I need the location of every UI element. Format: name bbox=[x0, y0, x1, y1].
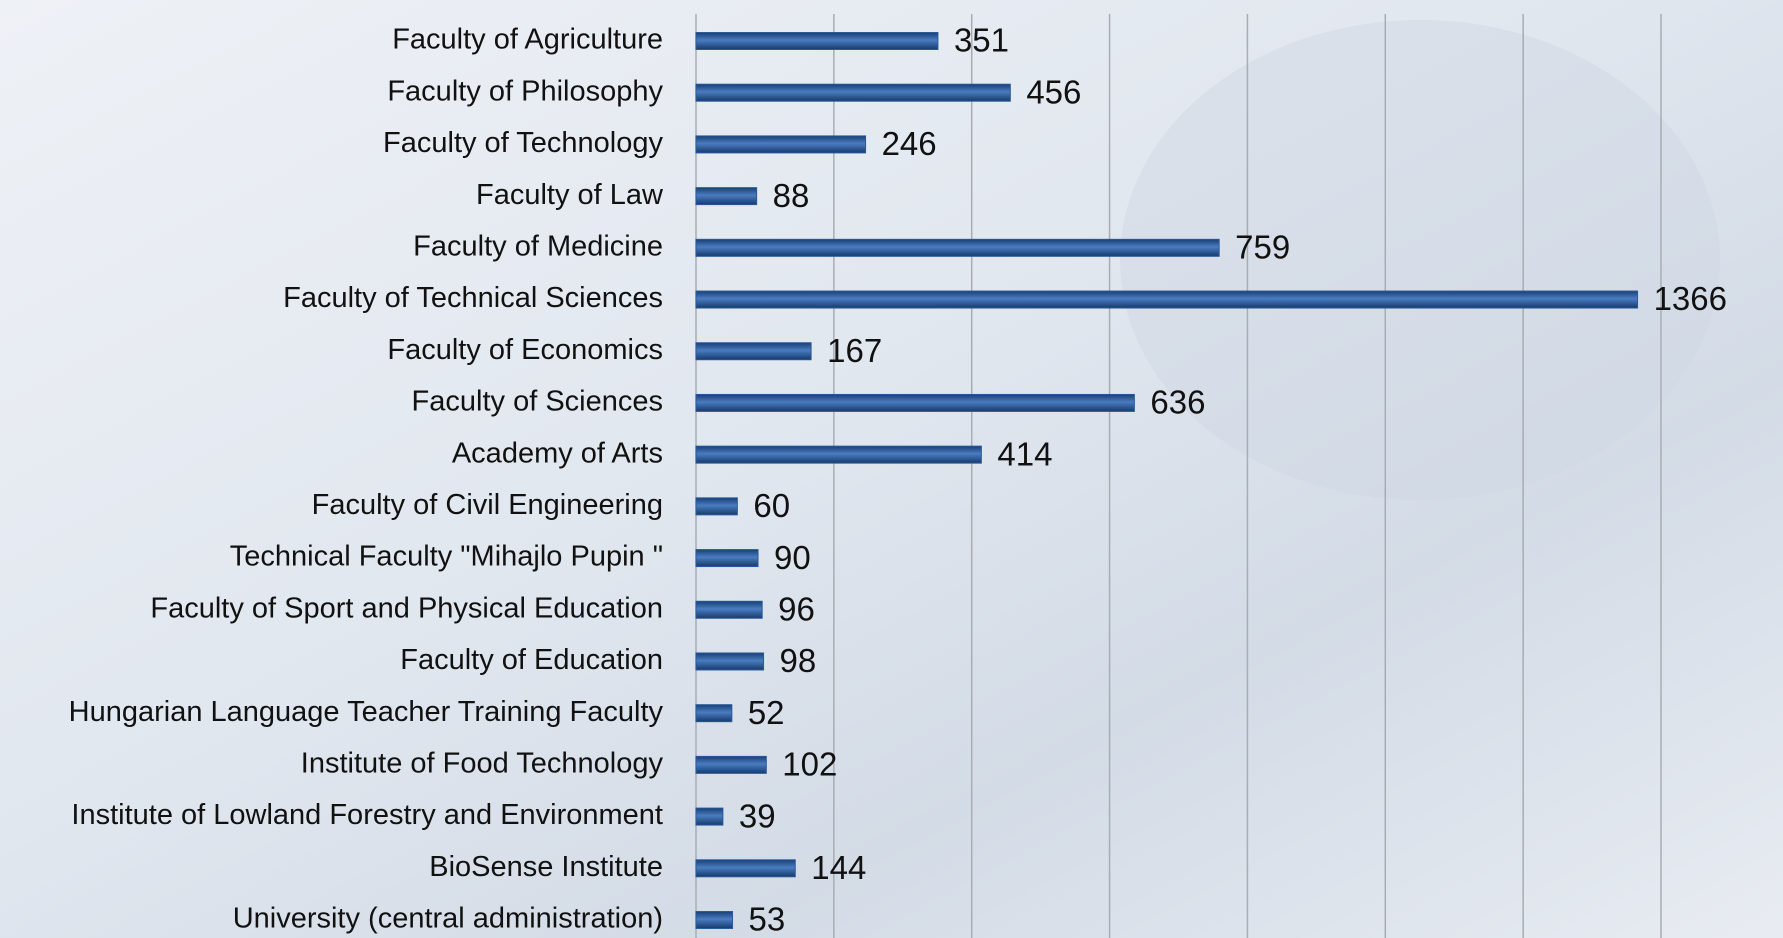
value-label: 52 bbox=[748, 694, 785, 731]
value-label: 53 bbox=[749, 901, 786, 938]
bar bbox=[695, 83, 1011, 102]
value-label: 414 bbox=[997, 435, 1052, 472]
category-label: Faculty of Law bbox=[476, 179, 664, 211]
value-label: 144 bbox=[811, 849, 866, 886]
category-label: Technical Faculty "Mihajlo Pupin " bbox=[230, 541, 663, 573]
bar bbox=[695, 755, 767, 774]
category-label: Faculty of Education bbox=[400, 644, 663, 676]
category-label: Faculty of Economics bbox=[387, 334, 663, 366]
bar bbox=[695, 393, 1135, 412]
bar bbox=[695, 238, 1220, 257]
bar bbox=[695, 704, 733, 723]
value-label: 102 bbox=[782, 746, 837, 783]
category-label: Faculty of Sport and Physical Education bbox=[150, 592, 663, 624]
category-label: Faculty of Agriculture bbox=[392, 24, 663, 56]
value-label: 96 bbox=[778, 590, 815, 627]
bar bbox=[695, 652, 765, 671]
category-label: BioSense Institute bbox=[429, 851, 663, 883]
bar bbox=[695, 290, 1639, 309]
value-label: 167 bbox=[827, 332, 882, 369]
category-label: Institute of Lowland Forestry and Enviro… bbox=[71, 799, 663, 831]
category-label: Faculty of Sciences bbox=[412, 386, 663, 418]
bar bbox=[695, 549, 759, 568]
category-label: University (central administration) bbox=[233, 903, 663, 935]
category-label: Faculty of Civil Engineering bbox=[312, 489, 663, 521]
value-label: 90 bbox=[774, 539, 811, 576]
bar bbox=[695, 187, 758, 206]
bar bbox=[695, 32, 939, 50]
bar bbox=[695, 859, 796, 878]
category-label: Academy of Arts bbox=[452, 437, 663, 469]
category-label: Faculty of Medicine bbox=[413, 230, 663, 262]
value-label: 98 bbox=[780, 642, 817, 679]
value-label: 351 bbox=[954, 22, 1009, 59]
value-label: 636 bbox=[1150, 384, 1205, 421]
bar bbox=[695, 807, 724, 826]
bar bbox=[695, 600, 763, 619]
value-label: 456 bbox=[1026, 73, 1081, 110]
value-label: 39 bbox=[739, 797, 776, 834]
bar bbox=[695, 445, 982, 464]
bar bbox=[695, 497, 738, 516]
category-label: Institute of Food Technology bbox=[301, 748, 664, 780]
background-shape bbox=[1120, 20, 1720, 500]
bar bbox=[695, 342, 812, 361]
category-label: Faculty of Technology bbox=[383, 127, 663, 159]
value-label: 88 bbox=[773, 177, 810, 214]
bar bbox=[695, 135, 867, 154]
category-label: Faculty of Philosophy bbox=[387, 75, 663, 107]
category-label: Faculty of Technical Sciences bbox=[283, 282, 663, 314]
category-label: Hungarian Language Teacher Training Facu… bbox=[69, 696, 664, 728]
value-label: 759 bbox=[1235, 229, 1290, 266]
bar bbox=[695, 911, 734, 929]
value-label: 246 bbox=[882, 125, 937, 162]
value-label: 60 bbox=[753, 487, 790, 524]
value-label: 1366 bbox=[1654, 280, 1727, 317]
